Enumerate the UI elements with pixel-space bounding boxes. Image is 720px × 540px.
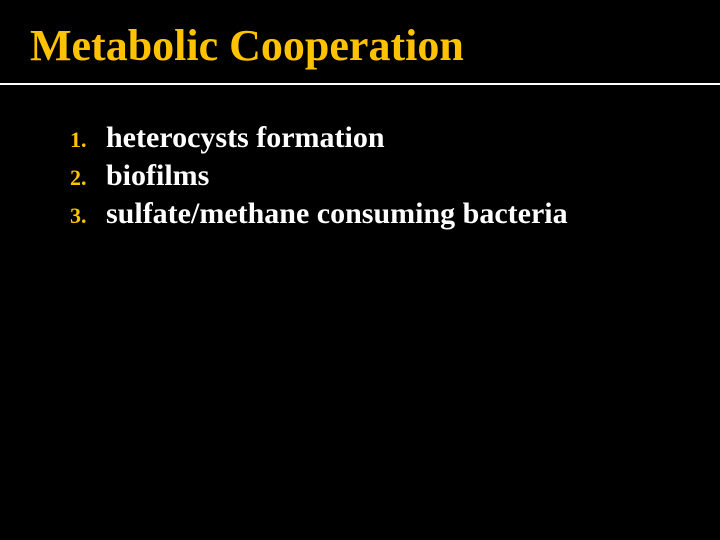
slide: Metabolic Cooperation 1. heterocysts for… [0,0,720,540]
list-text: biofilms [106,159,209,193]
list-number: 1. [70,127,106,153]
list-text: heterocysts formation [106,121,385,155]
list-number: 3. [70,203,106,229]
list-text: sulfate/methane consuming bacteria [106,197,568,231]
list-item: 1. heterocysts formation [70,121,670,155]
list-number: 2. [70,165,106,191]
list-item: 3. sulfate/methane consuming bacteria [70,197,670,231]
title-region: Metabolic Cooperation [0,0,720,85]
content-region: 1. heterocysts formation 2. biofilms 3. … [0,85,720,231]
slide-title: Metabolic Cooperation [30,20,690,71]
list-item: 2. biofilms [70,159,670,193]
